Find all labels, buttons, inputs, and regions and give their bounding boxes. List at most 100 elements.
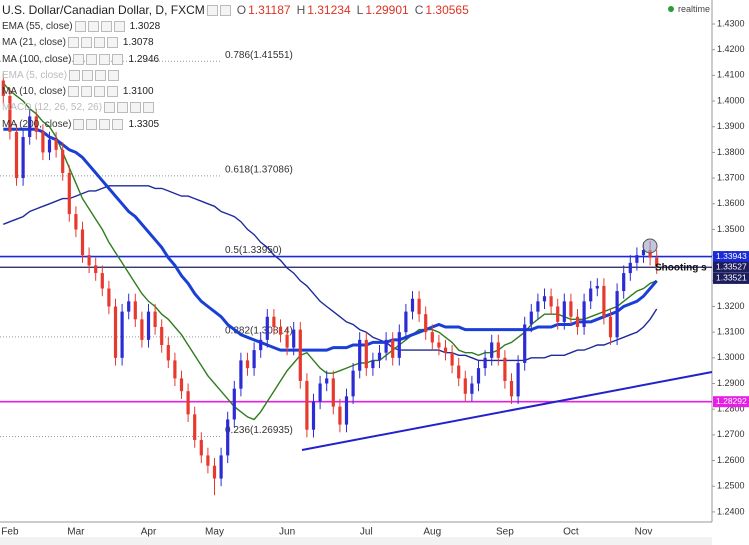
candle-body bbox=[450, 352, 454, 366]
indicator-row: EMA (55, close) 1.3028 bbox=[2, 18, 469, 34]
trendline bbox=[301, 371, 713, 451]
indicator-value: 1.2946 bbox=[128, 53, 160, 65]
candle-body bbox=[476, 368, 481, 384]
indicator-name: MA (200, close) bbox=[2, 118, 72, 130]
candle-body bbox=[562, 301, 566, 322]
indicator-value: 1.3305 bbox=[128, 118, 160, 130]
candle-body bbox=[67, 172, 71, 215]
indicator-icon[interactable] bbox=[117, 102, 129, 114]
ohlc-key: L bbox=[356, 3, 364, 18]
indicator-name: MACD (12, 26, 52, 26) bbox=[2, 102, 103, 114]
candle-body bbox=[523, 324, 527, 363]
indicator-icon[interactable] bbox=[108, 69, 120, 81]
indicator-icon[interactable] bbox=[73, 118, 85, 130]
candle-body bbox=[28, 116, 32, 137]
level-label: 1.33521 bbox=[716, 273, 747, 283]
candle-body bbox=[285, 334, 289, 348]
x-tick-label: Jun bbox=[279, 527, 295, 538]
indicator-icon[interactable] bbox=[112, 53, 124, 65]
candle-body bbox=[232, 388, 236, 420]
candle-body bbox=[463, 378, 467, 394]
candle-body bbox=[153, 311, 157, 328]
candle-body bbox=[503, 357, 507, 381]
icon[interactable] bbox=[219, 4, 231, 16]
y-tick-label: 1.2800 bbox=[717, 404, 745, 414]
indicator-icon[interactable] bbox=[67, 37, 79, 49]
candle-body bbox=[358, 339, 362, 371]
candle-body bbox=[364, 339, 368, 369]
icon[interactable] bbox=[206, 4, 218, 16]
candle-body bbox=[219, 455, 223, 479]
indicator-icon[interactable] bbox=[113, 20, 125, 32]
candle-body bbox=[351, 370, 355, 397]
y-tick-label: 1.2700 bbox=[717, 429, 745, 439]
legend: U.S. Dollar/Canadian Dollar, D, FXCM O 1.… bbox=[2, 2, 469, 132]
indicator-icon[interactable] bbox=[143, 102, 155, 114]
ma-line bbox=[3, 127, 658, 352]
y-tick-label: 1.4300 bbox=[717, 18, 745, 28]
indicator-icon[interactable] bbox=[80, 86, 92, 98]
candle-body bbox=[417, 298, 421, 315]
y-tick-label: 1.3200 bbox=[717, 301, 745, 311]
indicator-icon[interactable] bbox=[99, 118, 111, 130]
indicator-icon[interactable] bbox=[106, 37, 118, 49]
indicator-icon[interactable] bbox=[80, 37, 92, 49]
indicator-icon[interactable] bbox=[67, 86, 79, 98]
indicator-icon[interactable] bbox=[93, 86, 105, 98]
indicator-value: 1.3100 bbox=[122, 86, 154, 98]
indicator-icon[interactable] bbox=[130, 102, 142, 114]
candle-body bbox=[80, 229, 85, 256]
indicator-icon[interactable] bbox=[112, 118, 124, 130]
indicator-icon[interactable] bbox=[93, 37, 105, 49]
y-tick-label: 1.3500 bbox=[717, 224, 745, 234]
candle-body bbox=[305, 380, 309, 430]
ohlc-key: O bbox=[236, 3, 247, 18]
y-tick-label: 1.3900 bbox=[717, 121, 745, 131]
candle-body bbox=[424, 314, 428, 333]
indicator-icon[interactable] bbox=[95, 69, 107, 81]
indicator-icon[interactable] bbox=[82, 69, 94, 81]
indicator-icon[interactable] bbox=[69, 69, 81, 81]
candle-body bbox=[496, 342, 500, 358]
indicator-icon[interactable] bbox=[106, 86, 118, 98]
indicator-icon[interactable] bbox=[99, 53, 111, 65]
indicator-icon[interactable] bbox=[73, 53, 85, 65]
y-tick-label: 1.2500 bbox=[717, 481, 745, 491]
indicator-row: EMA (5, close) bbox=[2, 67, 469, 83]
indicator-icon[interactable] bbox=[104, 102, 116, 114]
level-label: 1.33527 bbox=[716, 262, 747, 272]
indicator-row: MA (100, close) 1.2946 bbox=[2, 51, 469, 67]
candle-body bbox=[641, 249, 646, 256]
annotation: Shooting s bbox=[655, 263, 707, 274]
candle-body bbox=[311, 401, 316, 430]
candle-body bbox=[54, 139, 58, 150]
indicator-icon[interactable] bbox=[86, 53, 98, 65]
indicator-icon[interactable] bbox=[86, 118, 98, 130]
candle-body bbox=[292, 329, 296, 348]
candle-body bbox=[331, 378, 335, 407]
candle-body bbox=[410, 298, 415, 312]
candle-body bbox=[542, 296, 547, 302]
candle-body bbox=[602, 285, 606, 317]
candle-body bbox=[648, 249, 652, 258]
candle-body bbox=[160, 327, 164, 345]
y-tick-label: 1.4200 bbox=[717, 44, 745, 54]
candle-body bbox=[397, 332, 401, 358]
fib-label: 0.5(1.33950) bbox=[225, 245, 282, 256]
x-tick-label: Nov bbox=[635, 527, 653, 538]
indicator-icon[interactable] bbox=[74, 20, 86, 32]
indicator-icon[interactable] bbox=[100, 20, 112, 32]
ma-line bbox=[3, 185, 658, 362]
candle-body bbox=[94, 265, 98, 274]
ohlc-value: 1.30565 bbox=[425, 3, 469, 18]
plot: 0.786(1.41551) 0.618(1.37086) 0.5(1.33950)… bbox=[0, 23, 715, 513]
candle-body bbox=[41, 131, 45, 153]
candle-body bbox=[338, 406, 342, 425]
candle-body bbox=[615, 291, 619, 338]
candle-body bbox=[113, 306, 118, 358]
x-tick-label: Mar bbox=[67, 527, 85, 538]
candle-body bbox=[516, 362, 520, 397]
y-tick-label: 1.4100 bbox=[717, 70, 745, 80]
y-tick-label: 1.3800 bbox=[717, 147, 745, 157]
indicator-icon[interactable] bbox=[87, 20, 99, 32]
